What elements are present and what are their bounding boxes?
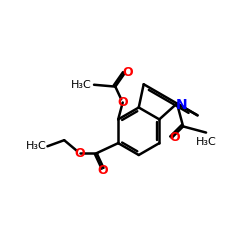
Text: O: O (97, 164, 108, 177)
Text: O: O (118, 96, 128, 109)
Text: H₃C: H₃C (26, 141, 46, 151)
Text: H₃C: H₃C (71, 80, 92, 90)
Text: N: N (176, 98, 187, 112)
Text: O: O (169, 132, 180, 144)
Text: H₃C: H₃C (196, 137, 216, 147)
Text: O: O (122, 66, 133, 78)
Text: O: O (74, 147, 85, 160)
